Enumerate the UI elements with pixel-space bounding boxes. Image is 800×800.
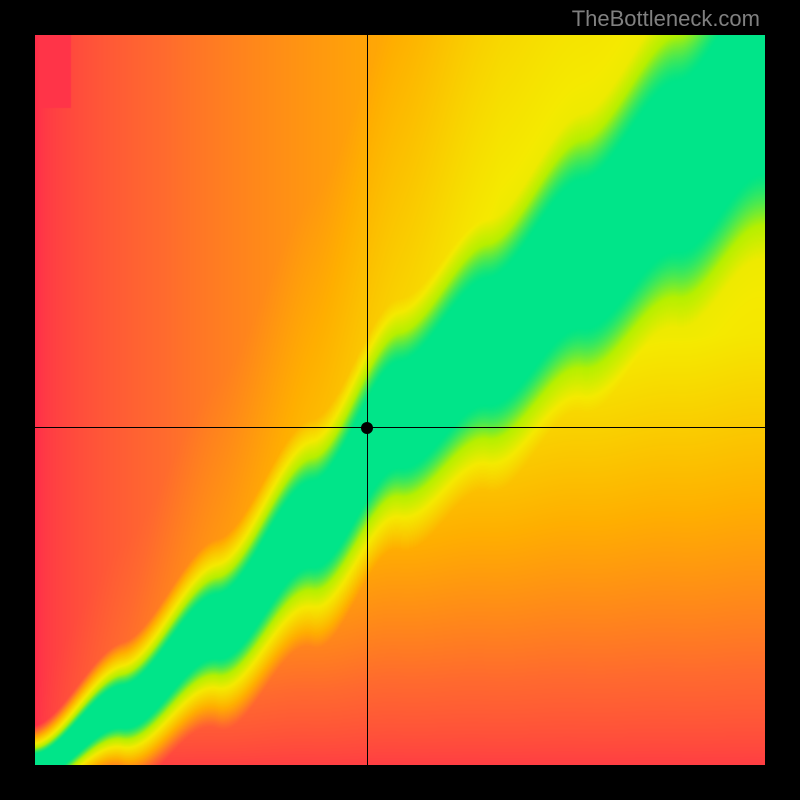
heatmap-canvas	[35, 35, 765, 765]
watermark-text: TheBottleneck.com	[572, 6, 760, 32]
crosshair-vertical	[367, 35, 368, 765]
crosshair-marker	[361, 422, 373, 434]
chart-frame: TheBottleneck.com	[0, 0, 800, 800]
crosshair-horizontal	[35, 427, 765, 428]
plot-area	[35, 35, 765, 765]
